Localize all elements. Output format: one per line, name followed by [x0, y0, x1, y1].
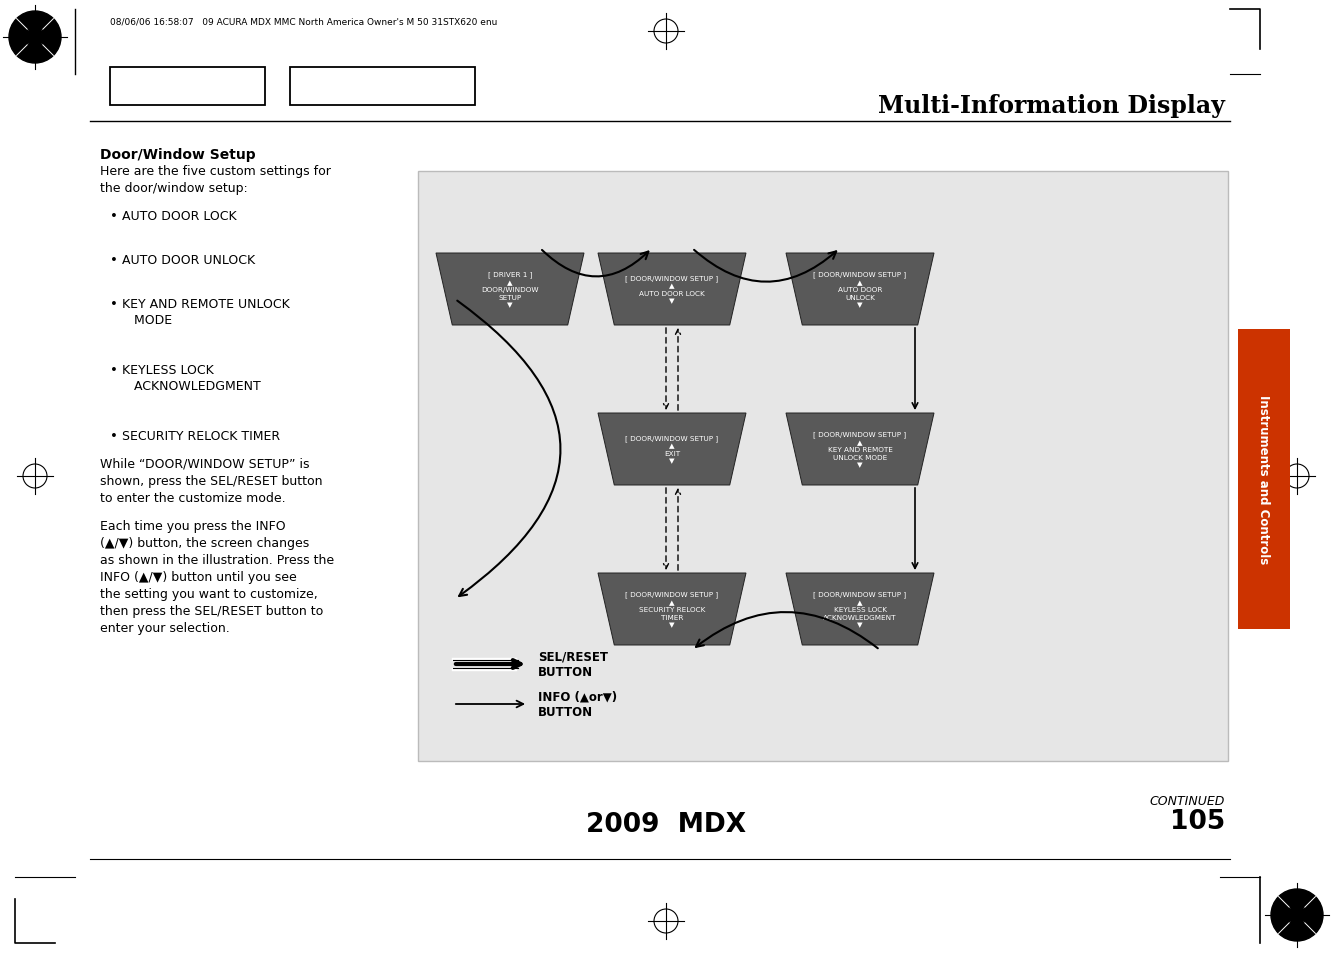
Text: •: • [111, 297, 117, 311]
FancyArrowPatch shape [457, 301, 561, 597]
Text: [ DOOR/WINDOW SETUP ]
▲
AUTO DOOR LOCK
▼: [ DOOR/WINDOW SETUP ] ▲ AUTO DOOR LOCK ▼ [626, 275, 718, 304]
Bar [290, 68, 476, 106]
Text: [ DRIVER 1 ]
▲
DOOR/WINDOW
SETUP
▼: [ DRIVER 1 ] ▲ DOOR/WINDOW SETUP ▼ [481, 272, 538, 308]
Text: Instruments and Controls: Instruments and Controls [1257, 395, 1271, 564]
Bar [1237, 330, 1289, 629]
Text: [ DOOR/WINDOW SETUP ]
▲
SECURITY RELOCK
TIMER
▼: [ DOOR/WINDOW SETUP ] ▲ SECURITY RELOCK … [626, 591, 718, 628]
Polygon shape [598, 253, 746, 326]
Text: Door/Window Setup: Door/Window Setup [100, 148, 256, 162]
Text: SECURITY RELOCK TIMER: SECURITY RELOCK TIMER [123, 430, 280, 442]
Text: CONTINUED: CONTINUED [1150, 794, 1225, 807]
Text: •: • [111, 210, 117, 223]
Text: AUTO DOOR LOCK: AUTO DOOR LOCK [123, 210, 237, 223]
Text: Here are the five custom settings for
the door/window setup:: Here are the five custom settings for th… [100, 165, 330, 194]
Circle shape [9, 12, 61, 64]
Text: [ DOOR/WINDOW SETUP ]
▲
KEYLESS LOCK
ACKNOWLEDGMENT
▼: [ DOOR/WINDOW SETUP ] ▲ KEYLESS LOCK ACK… [814, 591, 907, 628]
Text: Multi-Information Display: Multi-Information Display [878, 94, 1225, 118]
Bar [418, 172, 1228, 761]
Text: While “DOOR/WINDOW SETUP” is
shown, press the SEL/RESET button
to enter the cust: While “DOOR/WINDOW SETUP” is shown, pres… [100, 457, 322, 504]
Polygon shape [786, 574, 934, 645]
Polygon shape [598, 574, 746, 645]
Text: 105: 105 [1169, 808, 1225, 834]
Text: Each time you press the INFO
(▲/▼) button, the screen changes
as shown in the il: Each time you press the INFO (▲/▼) butto… [100, 519, 334, 635]
Polygon shape [786, 253, 934, 326]
Polygon shape [436, 253, 583, 326]
FancyArrowPatch shape [542, 251, 649, 277]
Polygon shape [786, 414, 934, 485]
Polygon shape [598, 414, 746, 485]
Text: INFO (▲or▼)
BUTTON: INFO (▲or▼) BUTTON [538, 690, 617, 719]
Bar [111, 68, 265, 106]
Text: 08/06/06 16:58:07   09 ACURA MDX MMC North America Owner's M 50 31STX620 enu: 08/06/06 16:58:07 09 ACURA MDX MMC North… [111, 17, 497, 27]
Text: •: • [111, 253, 117, 267]
Text: SEL/RESET
BUTTON: SEL/RESET BUTTON [538, 650, 607, 679]
FancyArrowPatch shape [697, 613, 878, 649]
Circle shape [1271, 889, 1323, 941]
Text: •: • [111, 364, 117, 376]
Text: •: • [111, 430, 117, 442]
Text: AUTO DOOR UNLOCK: AUTO DOOR UNLOCK [123, 253, 256, 267]
FancyArrowPatch shape [694, 251, 836, 282]
Text: [ DOOR/WINDOW SETUP ]
▲
EXIT
▼: [ DOOR/WINDOW SETUP ] ▲ EXIT ▼ [626, 435, 718, 464]
Text: KEYLESS LOCK
   ACKNOWLEDGMENT: KEYLESS LOCK ACKNOWLEDGMENT [123, 364, 261, 393]
Text: [ DOOR/WINDOW SETUP ]
▲
AUTO DOOR
UNLOCK
▼: [ DOOR/WINDOW SETUP ] ▲ AUTO DOOR UNLOCK… [814, 272, 907, 308]
Text: [ DOOR/WINDOW SETUP ]
▲
KEY AND REMOTE
UNLOCK MODE
▼: [ DOOR/WINDOW SETUP ] ▲ KEY AND REMOTE U… [814, 431, 907, 468]
Text: KEY AND REMOTE UNLOCK
   MODE: KEY AND REMOTE UNLOCK MODE [123, 297, 290, 327]
Text: 2009  MDX: 2009 MDX [586, 811, 746, 837]
